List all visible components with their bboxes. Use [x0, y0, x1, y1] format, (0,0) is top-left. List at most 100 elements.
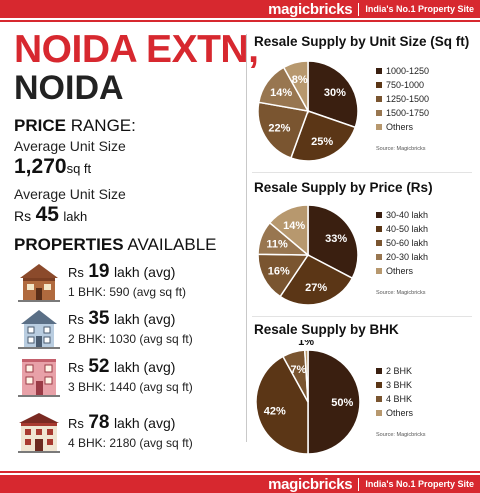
property-item-1bhk[interactable]: Rs 19 lakh (avg) 1 BHK: 590 (avg sq ft)	[16, 260, 242, 304]
legend-swatch	[376, 396, 382, 402]
pie-slice-3-bhk	[256, 355, 309, 455]
pie-slice-50-60-lakh	[257, 253, 310, 298]
chart-separator	[252, 316, 472, 317]
header-brand[interactable]: magicbricks India's No.1 Property Site	[268, 0, 474, 18]
property-price: Rs 19 lakh (avg)	[68, 261, 175, 283]
legend-label: 1500-1750	[386, 108, 429, 118]
price-range-heading-bold: PRICE	[14, 116, 66, 135]
legend-label: Others	[386, 266, 414, 276]
legend-label: 4 BHK	[386, 394, 412, 404]
property-price: Rs 35 lakh (avg)	[68, 308, 175, 330]
legend-label: 1250-1500	[386, 94, 429, 104]
avg-size-unit: sq ft	[66, 161, 92, 176]
pie-slice-label: 30%	[324, 87, 346, 99]
brand-divider	[358, 2, 360, 16]
pie-slice-750-1000	[289, 110, 357, 162]
red-house-icon	[18, 413, 60, 453]
legend-swatch	[376, 268, 382, 274]
column-divider	[246, 34, 247, 442]
legend-label: 2 BHK	[386, 366, 412, 376]
property-price-unit: lakh (avg)	[113, 264, 176, 280]
property-detail: 2 BHK: 1030 (avg sq ft)	[68, 332, 193, 346]
pie-slice-label: 1%	[298, 340, 314, 348]
pie-slice-label: 8%	[292, 74, 308, 86]
legend-swatch	[376, 240, 382, 246]
chart-source: Source: Magicbricks	[376, 290, 426, 296]
property-price-unit: lakh (avg)	[113, 415, 176, 431]
footer-brand[interactable]: magicbricks India's No.1 Property Site	[268, 475, 474, 493]
avg-size-label: Average Unit Size	[14, 138, 126, 154]
pie-slice-label: 27%	[305, 282, 327, 294]
property-price-prefix: Rs	[68, 312, 84, 327]
property-detail: 4 BHK: 2180 (avg sq ft)	[68, 436, 193, 450]
properties-heading: PROPERTIES AVAILABLE	[14, 235, 217, 255]
avg-size-number: 1,270	[14, 155, 67, 178]
pie-slice-label: 14%	[270, 87, 292, 99]
legend-swatch	[376, 124, 382, 130]
pie-slice-others	[268, 204, 309, 257]
legend-swatch	[376, 410, 382, 416]
pie-slice-label: 16%	[268, 265, 290, 277]
legend-swatch	[376, 226, 382, 232]
avg-price-label: Average Unit Size	[14, 186, 126, 202]
brand-divider	[358, 477, 360, 491]
pie-slice-40-50-lakh	[279, 254, 354, 306]
pie-chart-bhk: 50% 42% 7% 1% 2 BHK 3 BHK 4 BHK Others Source: M…	[256, 340, 426, 455]
properties-heading-rest: AVAILABLE	[123, 235, 217, 254]
footer-brand-bar: magicbricks India's No.1 Property Site	[0, 471, 480, 493]
property-price-number: 35	[88, 308, 110, 329]
pie-slice-30-40-lakh	[307, 204, 359, 280]
blue-house-icon	[18, 310, 60, 349]
header-brand-bar: magicbricks India's No.1 Property Site	[0, 0, 480, 22]
pie-slice-label: 11%	[266, 238, 288, 250]
legend-swatch	[376, 382, 382, 388]
pie-slice-label: 50%	[331, 397, 353, 409]
legend-swatch	[376, 68, 382, 74]
pie-chart-unit-size: 30% 25% 22% 14%8% 1000-1250 750-1000 1250-1500…	[257, 60, 429, 162]
property-price: Rs 52 lakh (avg)	[68, 356, 175, 378]
pink-house-icon	[18, 359, 60, 397]
legend-label: 20-30 lakh	[386, 252, 428, 262]
brand-logo: magicbricks	[268, 0, 353, 18]
property-price-unit: lakh (avg)	[113, 311, 176, 327]
header-stripe	[0, 18, 480, 20]
pie-chart-price: 33% 27% 16% 11% 14% 30-40 lakh 40-50 lakh 50-60…	[257, 204, 428, 306]
property-price-number: 19	[88, 261, 110, 282]
legend-label: 50-60 lakh	[386, 238, 428, 248]
chart-title-unit-size: Resale Supply by Unit Size (Sq ft)	[254, 34, 470, 49]
legend-swatch	[376, 212, 382, 218]
pie-slice-label: 33%	[325, 233, 347, 245]
property-price-number: 78	[88, 412, 110, 433]
pie-slice-label: 22%	[268, 123, 290, 135]
chart-title-bhk: Resale Supply by BHK	[254, 322, 399, 337]
avg-price-prefix: Rs	[14, 208, 32, 224]
location-state: NOIDA	[14, 69, 124, 107]
avg-price-unit: lakh	[63, 209, 88, 224]
chart-separator	[252, 172, 472, 173]
property-price-prefix: Rs	[68, 416, 84, 431]
pie-slice-others	[282, 60, 309, 114]
legend-swatch	[376, 82, 382, 88]
legend-swatch	[376, 368, 382, 374]
property-price-unit: lakh (avg)	[113, 359, 176, 375]
property-price: Rs 78 lakh (avg)	[68, 412, 175, 434]
property-price-prefix: Rs	[68, 265, 84, 280]
price-range-heading-rest: RANGE:	[65, 116, 136, 135]
location-city: NOIDA EXTN,	[14, 28, 259, 71]
property-price-prefix: Rs	[68, 360, 84, 375]
pie-slice-label: 42%	[264, 406, 286, 418]
pie-slice-label: 25%	[311, 136, 333, 148]
pie-slice-1250-1500	[257, 101, 310, 159]
property-item-4bhk[interactable]: Rs 78 lakh (avg) 4 BHK: 2180 (avg sq ft)	[16, 411, 242, 455]
legend-swatch	[376, 254, 382, 260]
legend-label: 30-40 lakh	[386, 210, 428, 220]
legend-label: 1000-1250	[386, 66, 429, 76]
price-range-heading: PRICE RANGE:	[14, 116, 136, 136]
legend-swatch	[376, 96, 382, 102]
property-detail: 3 BHK: 1440 (avg sq ft)	[68, 380, 193, 394]
property-item-2bhk[interactable]: Rs 35 lakh (avg) 2 BHK: 1030 (avg sq ft)	[16, 307, 242, 351]
legend-label: 40-50 lakh	[386, 224, 428, 234]
brand-logo: magicbricks	[268, 475, 353, 493]
legend-label: 3 BHK	[386, 380, 412, 390]
property-item-3bhk[interactable]: Rs 52 lakh (avg) 3 BHK: 1440 (avg sq ft)	[16, 355, 242, 399]
